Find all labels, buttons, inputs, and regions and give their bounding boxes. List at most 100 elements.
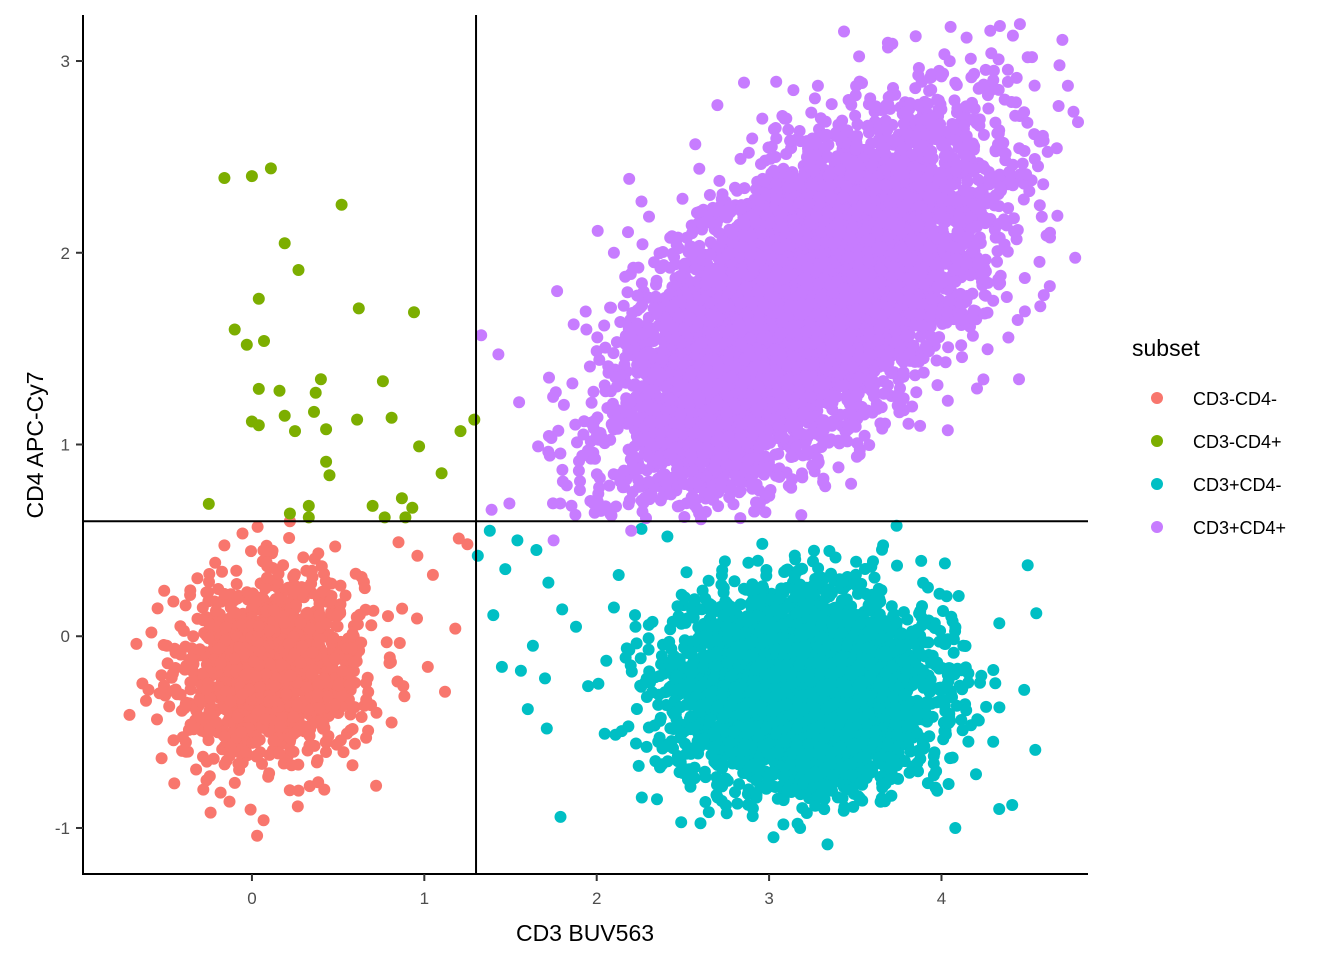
- data-point: [231, 592, 244, 605]
- data-point: [235, 726, 248, 739]
- data-point: [320, 617, 333, 630]
- data-point: [300, 564, 313, 577]
- data-point: [260, 556, 273, 569]
- data-point: [218, 539, 231, 552]
- data-point: [313, 633, 326, 645]
- data-point: [275, 658, 288, 671]
- data-point: [272, 567, 285, 580]
- data-point: [642, 643, 655, 656]
- data-point: [408, 306, 420, 319]
- data-point: [622, 720, 635, 733]
- data-point: [928, 746, 941, 759]
- data-point: [592, 677, 605, 690]
- data-point: [218, 758, 231, 771]
- data-point: [213, 642, 226, 655]
- data-point: [245, 545, 257, 558]
- data-point: [426, 568, 439, 581]
- data-point: [775, 582, 788, 595]
- data-point: [292, 264, 305, 276]
- data-point: [391, 675, 404, 688]
- data-point: [993, 701, 1006, 714]
- data-point: [411, 549, 424, 562]
- data-point: [629, 609, 641, 622]
- data-point: [291, 800, 304, 813]
- data-point: [654, 711, 667, 724]
- data-point: [230, 564, 243, 577]
- data-point: [630, 703, 643, 715]
- data-point: [273, 384, 286, 397]
- data-point: [249, 670, 262, 683]
- data-point: [303, 729, 316, 742]
- data-point: [350, 655, 363, 668]
- data-point: [937, 605, 949, 617]
- data-point: [259, 713, 272, 726]
- data-point: [130, 637, 143, 650]
- data-point: [345, 642, 358, 655]
- data-point: [231, 711, 244, 724]
- data-point: [891, 559, 903, 572]
- data-point: [278, 409, 291, 422]
- data-point: [272, 592, 285, 605]
- data-point: [140, 694, 152, 707]
- data-point: [245, 170, 258, 183]
- data-point: [329, 540, 342, 553]
- data-point: [940, 590, 953, 603]
- data-point: [252, 620, 265, 632]
- data-point: [362, 724, 375, 737]
- data-point: [268, 680, 281, 693]
- data-point: [261, 571, 273, 584]
- data-point: [630, 737, 642, 750]
- data-point: [287, 710, 300, 723]
- data-point: [214, 786, 227, 799]
- data-point: [718, 555, 731, 568]
- data-point: [625, 665, 638, 678]
- data-point: [812, 562, 825, 575]
- data-point: [680, 566, 693, 579]
- data-point: [385, 716, 398, 729]
- data-point: [197, 783, 210, 796]
- data-point: [252, 382, 265, 395]
- data-point: [167, 595, 180, 608]
- data-point: [334, 734, 347, 747]
- data-point: [223, 795, 236, 808]
- data-point: [203, 617, 216, 630]
- data-point: [288, 727, 300, 740]
- data-point: [153, 687, 166, 700]
- data-point: [200, 683, 213, 696]
- data-point: [355, 571, 368, 583]
- data-point: [731, 797, 744, 810]
- data-point: [1029, 743, 1042, 756]
- data-point: [960, 704, 973, 717]
- data-point: [663, 635, 676, 648]
- data-point: [218, 588, 231, 600]
- data-point: [179, 736, 192, 749]
- data-point: [346, 627, 359, 640]
- data-point: [348, 737, 361, 750]
- data-point: [642, 721, 655, 734]
- data-point: [219, 621, 232, 634]
- data-point: [278, 616, 291, 629]
- data-point: [267, 735, 280, 747]
- data-point: [185, 652, 197, 665]
- data-point: [993, 803, 1006, 815]
- data-point: [200, 755, 213, 768]
- data-point: [406, 501, 419, 514]
- data-point: [257, 814, 270, 827]
- data-point: [151, 602, 164, 615]
- data-point: [788, 549, 801, 562]
- data-point: [317, 717, 330, 730]
- data-point: [218, 172, 231, 184]
- data-point: [216, 565, 228, 578]
- data-point: [652, 688, 665, 701]
- data-point: [264, 162, 277, 175]
- data-point: [962, 735, 975, 748]
- data-point: [630, 637, 643, 650]
- data-point: [251, 829, 264, 842]
- data-point: [151, 713, 163, 726]
- data-point: [921, 581, 934, 594]
- data-point: [629, 620, 642, 633]
- data-point: [177, 624, 190, 637]
- data-point: [250, 736, 263, 749]
- data-point: [343, 678, 356, 691]
